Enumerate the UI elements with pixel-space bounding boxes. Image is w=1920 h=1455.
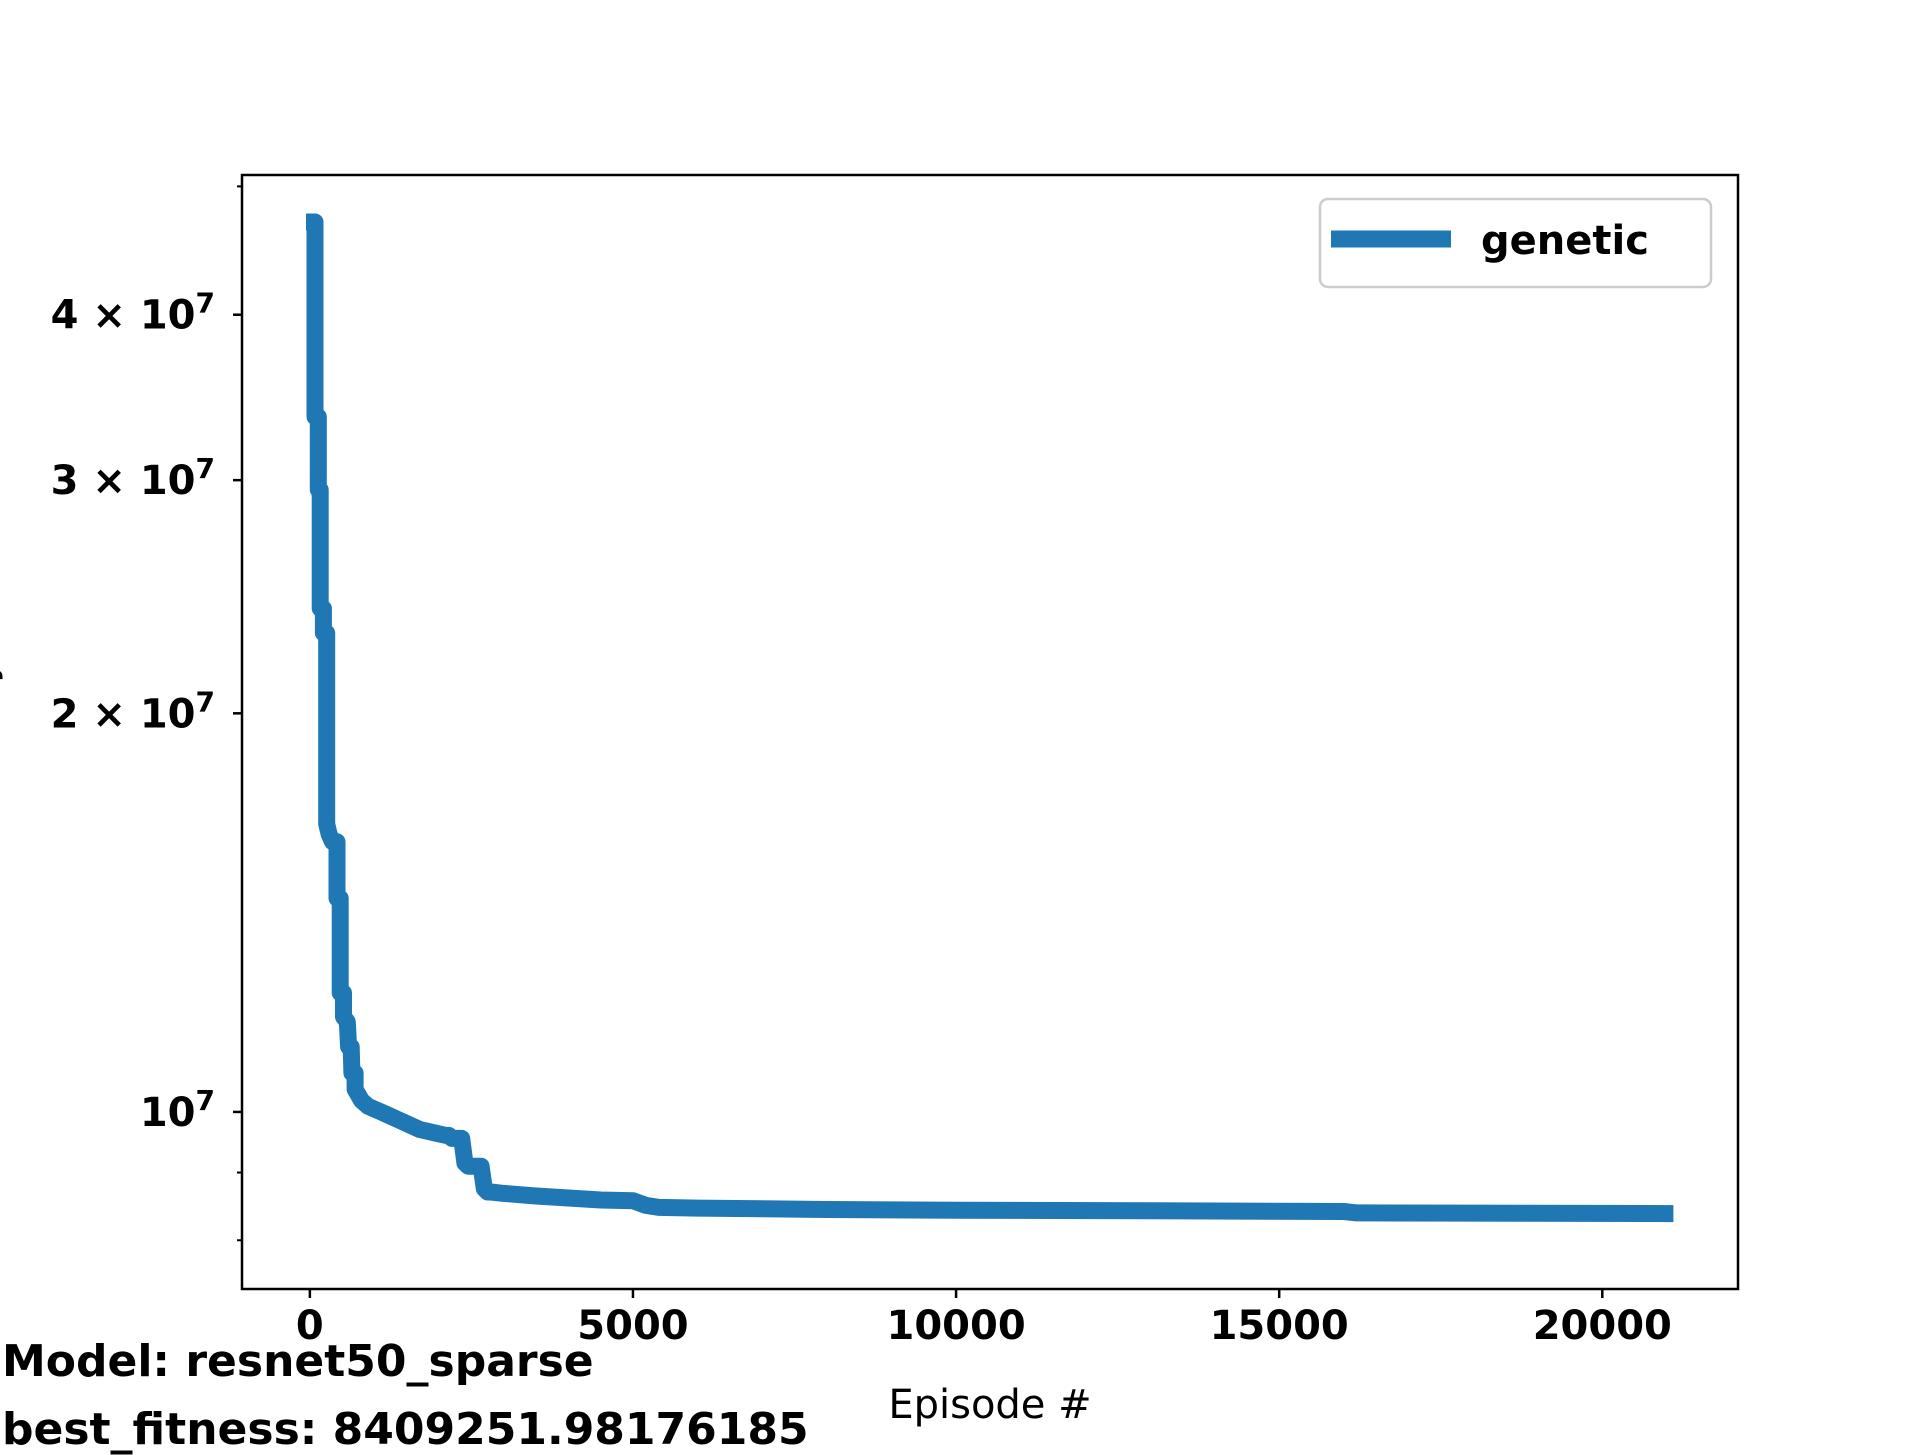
y-tick-label-3: 4 × 107 [51, 287, 215, 339]
legend: genetic [1318, 197, 1713, 289]
legend-label-genetic: genetic [1481, 218, 1649, 264]
x-tick-label-3: 15000 [1210, 1303, 1349, 1349]
x-axis-ticks: 0 5000 10000 15000 20000 [296, 1289, 1672, 1349]
plot-frame [240, 173, 1740, 1291]
model-annotation: Model: resnet50_sparse [2, 1336, 594, 1387]
x-tick-label-1: 5000 [577, 1303, 688, 1349]
series-line-genetic [301, 213, 1674, 1223]
series-layer [301, 213, 1674, 1223]
x-tick-label-4: 20000 [1533, 1303, 1672, 1349]
y-axis-label: latency [0, 659, 4, 806]
y-axis-ticks: 107 2 × 107 3 × 107 4 × 107 [51, 287, 242, 1136]
y-tick-label-2: 3 × 107 [51, 452, 215, 504]
legend-box [1318, 197, 1713, 289]
y-tick-label-0: 107 [140, 1084, 215, 1136]
x-tick-label-0: 0 [296, 1303, 324, 1349]
x-axis-label: Episode # [888, 1382, 1091, 1428]
x-tick-label-2: 10000 [886, 1303, 1025, 1349]
best-fitness-annotation: best_fitness: 8409251.98176185 [2, 1404, 809, 1455]
y-tick-label-1: 2 × 107 [51, 685, 215, 737]
